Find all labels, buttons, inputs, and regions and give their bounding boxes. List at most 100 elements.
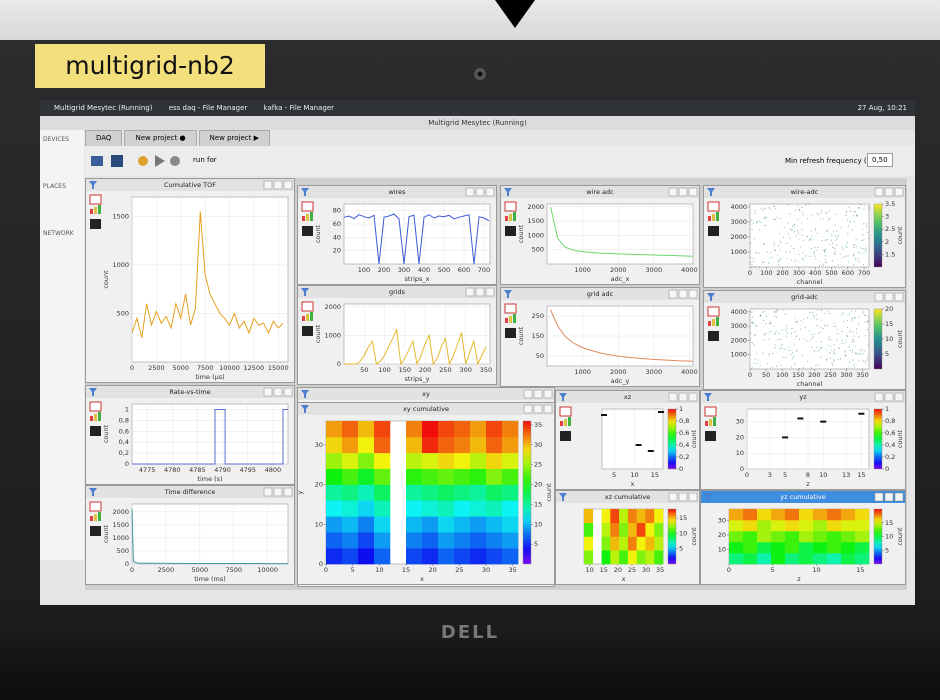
- texture-dot: [850, 330, 851, 331]
- panel-buttons[interactable]: [874, 291, 904, 303]
- sidebar-section[interactable]: NETWORK: [43, 230, 81, 237]
- window-button: [885, 493, 893, 501]
- window-button: [284, 488, 292, 496]
- texture-dot: [825, 255, 826, 256]
- texture-dot: [813, 315, 814, 316]
- heatmap-cell: [326, 469, 342, 485]
- texture-dot: [810, 256, 811, 257]
- taskbar-item[interactable]: Multigrid Mesytec (Running): [54, 104, 152, 112]
- plot: 10020030040050060070020406080strips_xcou…: [298, 198, 496, 284]
- texture-dot: [833, 361, 834, 362]
- texture-dot: [841, 331, 842, 332]
- sticker: multigrid-nb2: [35, 44, 265, 88]
- panel-buttons[interactable]: [874, 391, 904, 403]
- tab[interactable]: New project ●: [124, 130, 196, 147]
- refresh-input[interactable]: 0,50: [867, 153, 893, 167]
- texture-dot: [772, 257, 773, 258]
- panel-buttons[interactable]: [263, 486, 293, 498]
- texture-dot: [861, 349, 862, 350]
- tab[interactable]: New project ▶: [199, 130, 270, 147]
- filter-icon: [558, 491, 568, 503]
- texture-dot: [837, 333, 838, 334]
- texture-dot: [753, 345, 754, 346]
- taskbar-item[interactable]: ess daq - File Manager: [169, 104, 248, 112]
- texture-dot: [792, 226, 793, 227]
- panel: xz51015x00,20,40,60,81count: [555, 390, 700, 490]
- window-button: [895, 393, 903, 401]
- colorbar-tick-label: 1: [679, 405, 683, 413]
- panel: grid-adc05010015020025030035010002000300…: [703, 290, 906, 390]
- texture-dot: [851, 341, 852, 342]
- heatmap-cell: [438, 532, 454, 548]
- texture-dot: [773, 205, 774, 206]
- texture-dot: [750, 338, 751, 339]
- heatmap-cell: [422, 437, 438, 453]
- heatmap-cell: [813, 542, 827, 553]
- texture-dot: [756, 325, 757, 326]
- texture-dot: [778, 260, 779, 261]
- texture-dot: [836, 231, 837, 232]
- icon: [98, 205, 101, 214]
- texture-dot: [817, 318, 818, 319]
- texture-dot: [805, 256, 806, 257]
- heatmap-cell: [374, 485, 390, 501]
- x-tick-label: 100: [760, 269, 772, 277]
- taskbar: Multigrid Mesytec (Running) ess daq - Fi…: [40, 100, 915, 116]
- texture-dot: [859, 207, 860, 208]
- texture-dot: [854, 245, 855, 246]
- x-tick-label: 200: [419, 366, 431, 374]
- texture-dot: [803, 214, 804, 215]
- sidebar-section[interactable]: DEVICES: [43, 136, 81, 143]
- tab[interactable]: DAQ: [85, 130, 122, 147]
- texture-dot: [830, 346, 831, 347]
- panel-buttons[interactable]: [668, 186, 698, 198]
- texture-dot: [830, 358, 831, 359]
- texture-dot: [863, 223, 864, 224]
- plot: 01002003004005006007001000200030004000ch…: [704, 198, 905, 287]
- icon: [94, 207, 97, 214]
- texture-dot: [829, 210, 830, 211]
- texture-dot: [807, 236, 808, 237]
- heatmap-cell: [422, 500, 438, 516]
- panel-buttons[interactable]: [523, 388, 553, 400]
- panel-buttons[interactable]: [668, 391, 698, 403]
- x-tick-label: 5: [783, 471, 787, 479]
- colorbar-tick-label: 10: [679, 529, 687, 537]
- texture-dot: [840, 227, 841, 228]
- texture-dot: [766, 316, 767, 317]
- panel-buttons[interactable]: [263, 179, 293, 191]
- panel-buttons[interactable]: [874, 491, 904, 503]
- panel-buttons[interactable]: [465, 286, 495, 298]
- y-axis-label: count: [314, 324, 322, 343]
- plot: 0501001502002503003501000200030004000cha…: [704, 303, 905, 389]
- icon: [513, 212, 516, 221]
- taskbar-item[interactable]: kafka - File Manager: [264, 104, 335, 112]
- panel-buttons[interactable]: [523, 403, 553, 415]
- heatmap-cell: [757, 531, 771, 542]
- heatmap-cell: [454, 516, 470, 532]
- heatmap-cell: [584, 523, 593, 537]
- panel-buttons[interactable]: [465, 186, 495, 198]
- icon: [302, 226, 313, 236]
- texture-dot: [864, 239, 865, 240]
- tabs: DAQNew project ●New project ▶: [85, 130, 272, 146]
- texture-dot: [805, 327, 806, 328]
- y-tick-label: 60: [333, 220, 341, 228]
- texture-dot: [821, 240, 822, 241]
- point: [858, 413, 864, 415]
- panel-buttons[interactable]: [668, 491, 698, 503]
- texture-dot: [814, 256, 815, 257]
- panel-buttons[interactable]: [668, 288, 698, 300]
- plot: 47754780478547904795480000,20,40,60,81ti…: [86, 398, 294, 484]
- texture-dot: [847, 327, 848, 328]
- sidebar-section[interactable]: PLACES: [43, 183, 81, 190]
- texture-dot: [789, 350, 790, 351]
- panel-buttons[interactable]: [874, 186, 904, 198]
- panel-buttons[interactable]: [263, 386, 293, 398]
- texture-dot: [855, 257, 856, 258]
- filter-icon: [706, 186, 716, 198]
- window-button: [669, 393, 677, 401]
- window-button: [264, 388, 272, 396]
- texture-dot: [815, 366, 816, 367]
- texture-dot: [775, 250, 776, 251]
